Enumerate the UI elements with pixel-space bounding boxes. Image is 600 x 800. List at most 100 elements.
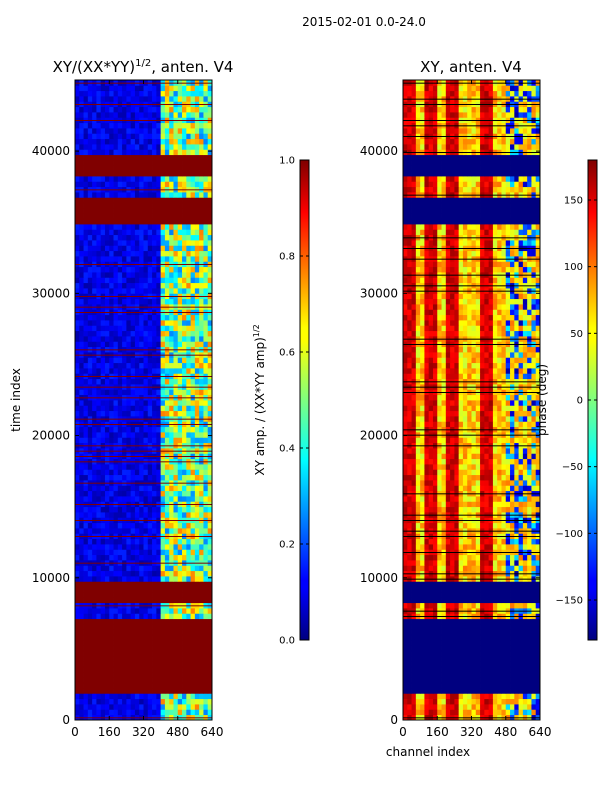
heatmap-cell	[79, 112, 84, 118]
heatmap-cell	[109, 410, 114, 417]
heatmap-cell	[75, 288, 80, 294]
heatmap-cell	[403, 693, 408, 700]
heatmap-cell	[173, 666, 179, 673]
heatmap-cell	[160, 138, 166, 145]
heatmap-cell	[152, 154, 157, 161]
heatmap-cell	[186, 698, 191, 705]
heatmap-cell	[96, 106, 102, 113]
heatmap-cell	[173, 437, 179, 444]
heatmap-cell	[199, 432, 204, 438]
heatmap-cell	[113, 192, 119, 198]
heatmap-cell	[143, 368, 149, 374]
heatmap-cell	[143, 410, 149, 417]
heatmap-cell	[186, 96, 191, 102]
heatmap-cell	[130, 698, 136, 705]
heatmap-cell	[169, 432, 174, 438]
heatmap-cell	[117, 704, 123, 710]
heatmap-cell	[126, 426, 132, 433]
heatmap-cell	[522, 682, 528, 689]
heatmap-cell	[480, 704, 485, 710]
heatmap-cell	[130, 432, 136, 438]
heatmap-cell	[130, 576, 136, 582]
heatmap-cell	[139, 586, 144, 593]
heatmap-cell	[152, 538, 157, 545]
heatmap-cell	[100, 336, 106, 342]
heatmap-cell	[480, 560, 485, 566]
heatmap-cell	[75, 149, 80, 156]
heatmap-cell	[173, 496, 179, 502]
heatmap-cell	[207, 512, 212, 518]
heatmap-cell	[203, 90, 209, 97]
heatmap-cell	[96, 464, 102, 470]
heatmap-cell	[207, 544, 212, 550]
heatmap-cell	[109, 464, 114, 470]
heatmap-cell	[156, 432, 162, 438]
heatmap-cell	[100, 634, 106, 641]
heatmap-cell	[75, 330, 80, 337]
heatmap-cell	[143, 96, 149, 102]
heatmap-cell	[531, 682, 537, 689]
heatmap-cell	[130, 704, 136, 710]
heatmap-cell	[164, 432, 170, 438]
heatmap-cell	[475, 602, 481, 609]
heatmap-cell	[420, 581, 425, 588]
heatmap-cell	[199, 224, 204, 230]
heatmap-cell	[522, 624, 528, 630]
heatmap-cell	[190, 266, 196, 273]
heatmap-cell	[510, 618, 515, 625]
heatmap-cell	[139, 202, 144, 209]
heatmap-cell	[109, 213, 114, 220]
heatmap-cell	[497, 634, 502, 641]
heatmap-cell	[199, 85, 204, 92]
heatmap-cell	[139, 165, 144, 172]
heatmap-cell	[122, 677, 127, 684]
heatmap-cell	[194, 245, 200, 252]
heatmap-cell	[104, 357, 110, 364]
heatmap-cell	[147, 512, 153, 518]
heatmap-cell	[182, 277, 187, 284]
heatmap-cell	[501, 682, 507, 689]
heatmap-cell	[122, 506, 127, 513]
heatmap-cell	[450, 544, 455, 550]
heatmap-cell	[475, 666, 481, 673]
heatmap-cell	[424, 544, 430, 550]
heatmap-cell	[96, 208, 102, 214]
heatmap-cell	[169, 154, 174, 161]
heatmap-cell	[75, 176, 80, 182]
heatmap-cell	[100, 266, 106, 273]
heatmap-cell	[169, 522, 174, 529]
heatmap-cell	[169, 160, 174, 166]
heatmap-cell	[169, 192, 174, 198]
heatmap-cell	[104, 586, 110, 593]
heatmap-cell	[462, 560, 468, 566]
heatmap-cell	[173, 160, 179, 166]
heatmap-cell	[182, 464, 187, 470]
heatmap-cell	[501, 677, 507, 684]
heatmap-cell	[100, 656, 106, 662]
heatmap-cell	[160, 426, 166, 433]
heatmap-cell	[139, 272, 144, 278]
heatmap-cell	[510, 709, 515, 716]
heatmap-cell	[156, 368, 162, 374]
heatmap-cell	[122, 464, 127, 470]
heatmap-cell	[96, 506, 102, 513]
heatmap-cell	[87, 693, 93, 700]
heatmap-cell	[134, 314, 140, 321]
heatmap-cell	[182, 618, 187, 625]
heatmap-cell	[143, 149, 149, 156]
heatmap-cell	[190, 490, 196, 497]
heatmap-cell	[96, 528, 102, 534]
heatmap-cell	[139, 544, 144, 550]
heatmap-cell	[173, 192, 179, 198]
heatmap-cell	[109, 96, 114, 102]
heatmap-cell	[194, 181, 200, 188]
heatmap-cell	[527, 677, 532, 684]
heatmap-cell	[164, 122, 170, 129]
heatmap-cell	[164, 608, 170, 614]
heatmap-cell	[177, 288, 183, 294]
heatmap-cell	[147, 229, 153, 236]
heatmap-cell	[199, 282, 204, 289]
heatmap-cell	[139, 549, 144, 556]
heatmap-cell	[424, 602, 430, 609]
heatmap-cell	[96, 624, 102, 630]
